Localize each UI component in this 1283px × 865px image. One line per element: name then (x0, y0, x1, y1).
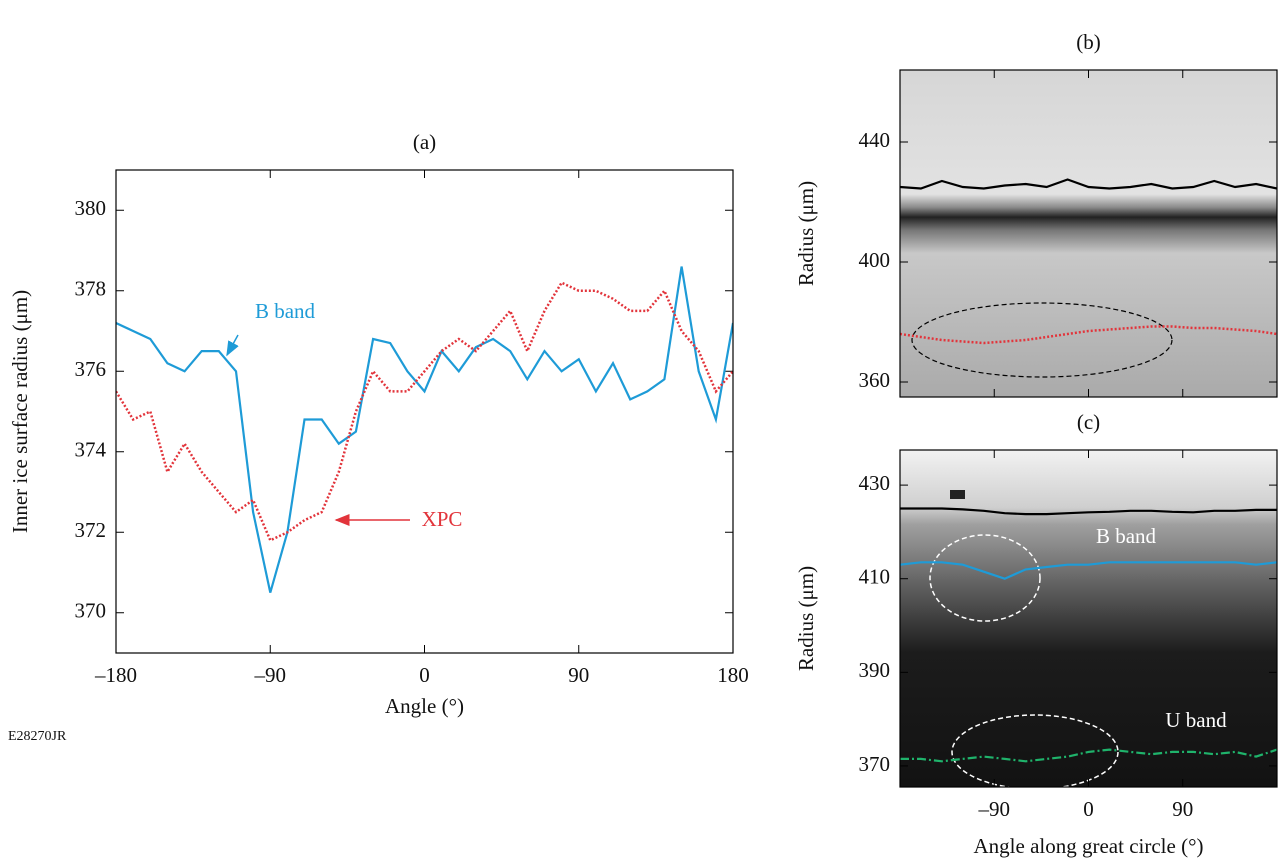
panel-title: (c) (1077, 410, 1100, 434)
y-tick-label: 410 (859, 565, 891, 589)
series-label: B band (255, 299, 316, 323)
x-tick-label: 90 (1172, 797, 1193, 821)
series-label: U band (1165, 708, 1227, 732)
plot-frame (899, 449, 1278, 788)
data-line (900, 325, 1277, 345)
highlight-ellipse (929, 534, 1041, 622)
marker-box (950, 490, 965, 499)
data-line (116, 281, 733, 542)
image-background (900, 450, 1277, 787)
y-tick-label: 440 (859, 128, 891, 152)
y-tick-label: 374 (75, 438, 107, 462)
y-tick-label: 372 (75, 518, 107, 542)
x-axis-label: Angle (°) (385, 694, 464, 718)
panel-title: (a) (413, 130, 436, 154)
data-line (900, 748, 1277, 763)
y-tick-label: 370 (859, 752, 891, 776)
data-line (900, 178, 1277, 190)
x-tick-label: 180 (717, 663, 749, 687)
y-axis-label: Radius (μm) (794, 566, 818, 671)
plot-frame (899, 69, 1278, 398)
data-line (900, 561, 1277, 580)
image-background (900, 70, 1277, 397)
y-tick-label: 400 (859, 248, 891, 272)
y-tick-label: 370 (75, 599, 107, 623)
panel-title: (b) (1076, 30, 1101, 54)
highlight-ellipse (911, 302, 1173, 378)
x-tick-label: –180 (94, 663, 137, 687)
y-tick-label: 430 (859, 471, 891, 495)
data-line (116, 266, 733, 593)
x-axis-label: Angle along great circle (°) (974, 834, 1204, 858)
series-label: XPC (422, 507, 463, 531)
y-tick-label: 360 (859, 368, 891, 392)
y-tick-label: 390 (859, 658, 891, 682)
series-label: B band (1096, 524, 1157, 548)
x-tick-label: –90 (254, 663, 287, 687)
data-line (900, 507, 1277, 516)
figure-id: E28270JR (8, 729, 67, 744)
x-tick-label: –90 (978, 797, 1011, 821)
x-tick-label: 90 (568, 663, 589, 687)
highlight-ellipse (951, 714, 1119, 790)
y-tick-label: 380 (75, 196, 107, 220)
y-axis-label: Inner ice surface radius (μm) (8, 290, 32, 533)
y-axis-label: Radius (μm) (794, 181, 818, 286)
x-tick-label: 0 (1083, 797, 1094, 821)
y-tick-label: 376 (75, 357, 107, 381)
x-tick-label: 0 (419, 663, 430, 687)
plot-frame (115, 169, 734, 654)
y-tick-label: 378 (75, 277, 107, 301)
arrow (226, 334, 239, 357)
